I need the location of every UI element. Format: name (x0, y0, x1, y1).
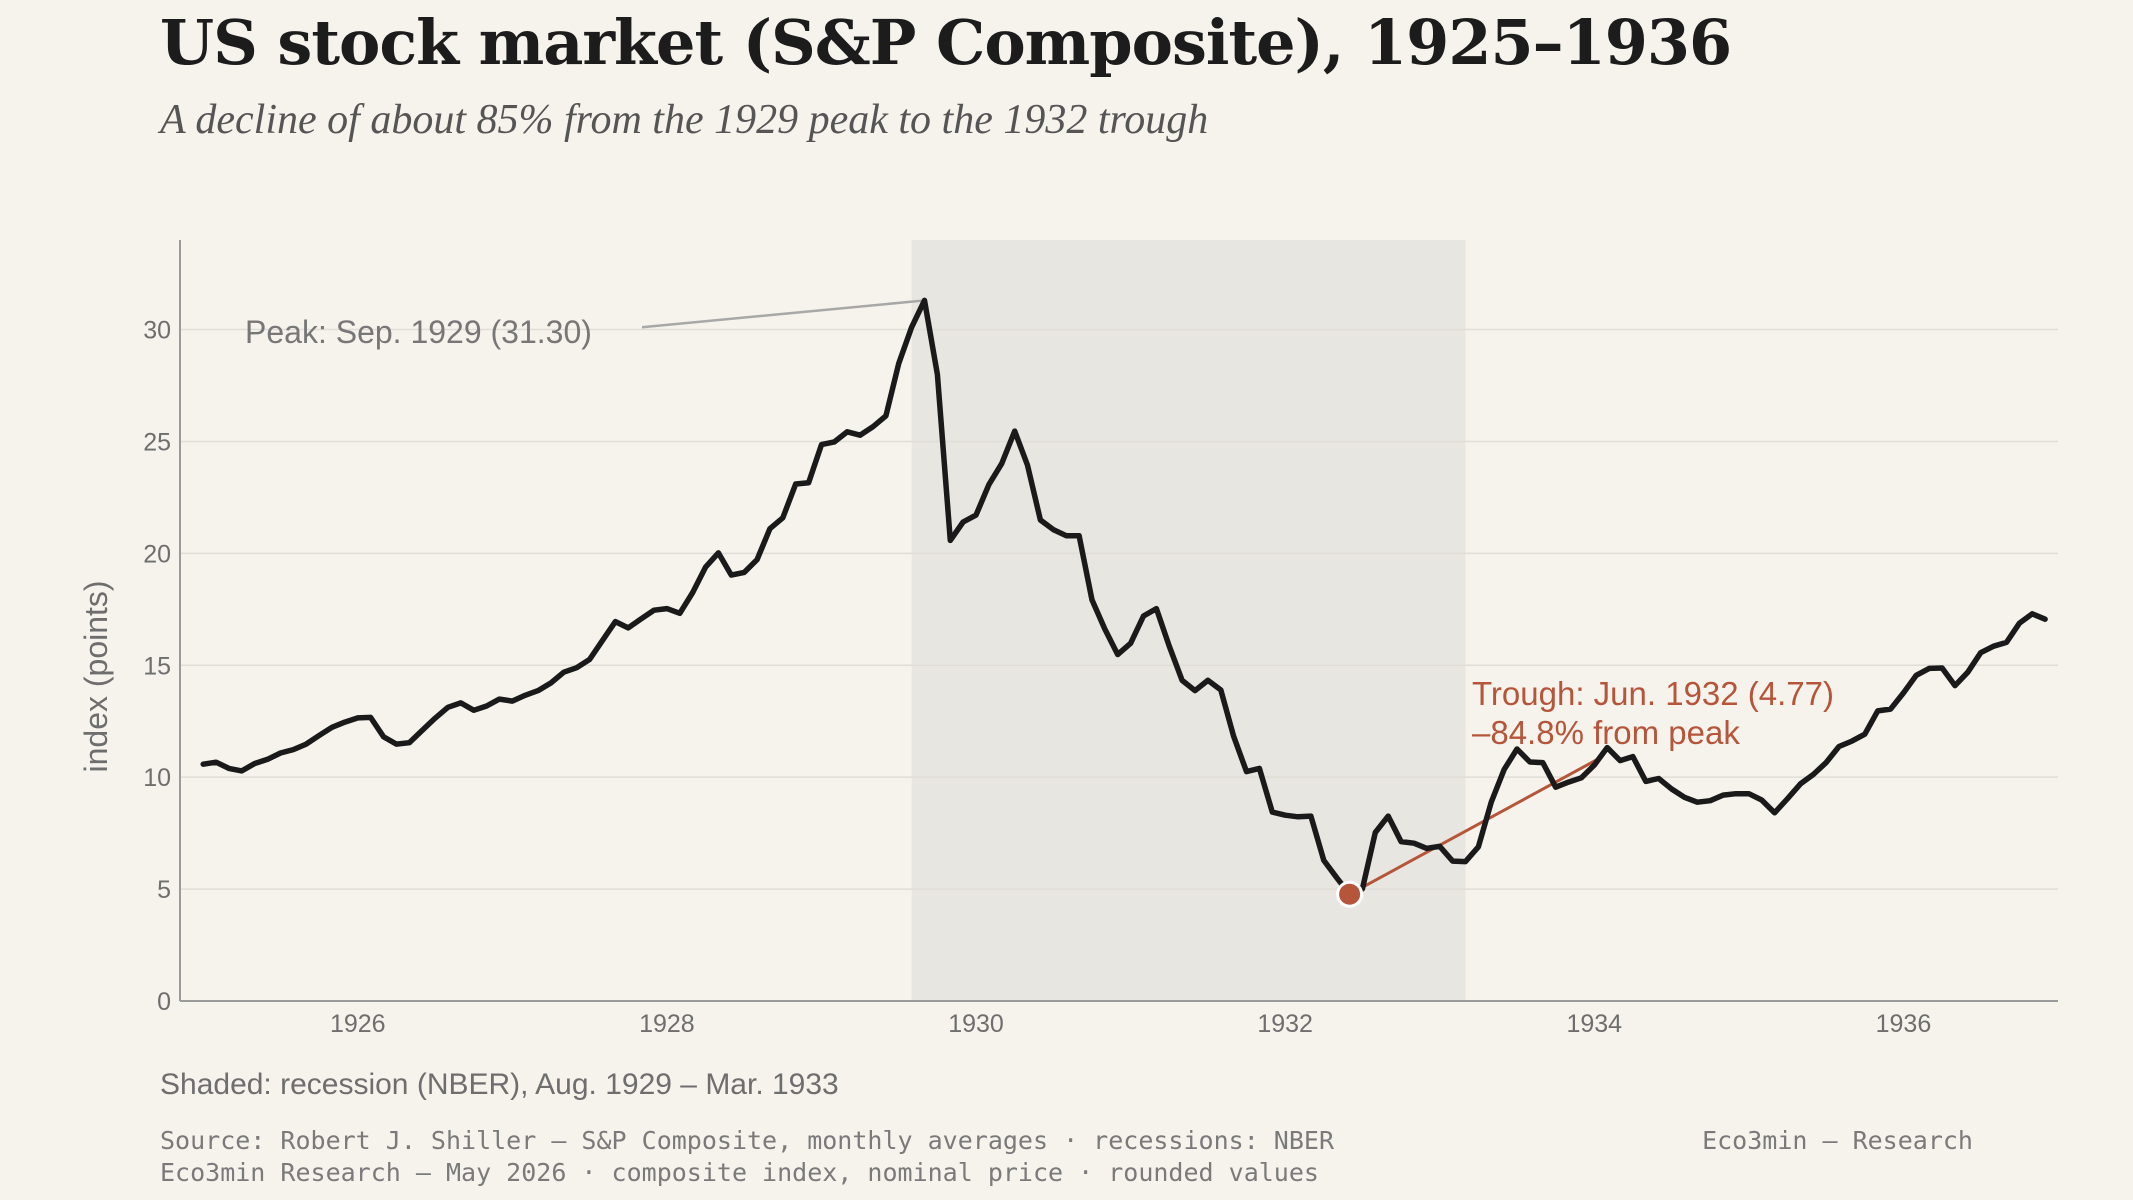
gridlines (180, 328, 2058, 890)
trough-annotation-line2: –84.8% from peak (1472, 714, 1740, 751)
x-tick-label: 1930 (948, 1010, 1004, 1038)
source-line-1: Source: Robert J. Shiller — S&P Composit… (160, 1126, 1334, 1155)
y-tick-label: 25 (143, 428, 171, 456)
brand-label: Eco3min — Research (1702, 1126, 1973, 1155)
y-tick-label: 10 (143, 764, 171, 792)
y-tick-label: 0 (157, 988, 171, 1016)
source-line-2: Eco3min Research — May 2026 · composite … (160, 1158, 1319, 1187)
y-tick-label: 30 (143, 317, 171, 345)
trough-annotation-line1: Trough: Jun. 1932 (4.77) (1472, 675, 1834, 712)
trough-marker (1336, 880, 1364, 908)
trough-leader-line (1348, 756, 1601, 896)
page-subtitle: A decline of about 85% from the 1929 pea… (160, 97, 1209, 143)
series-line-sp-composite (200, 297, 2048, 897)
y-tick-label: 15 (143, 652, 171, 680)
x-tick-labels: 1926 1928 1930 1932 1934 1936 (330, 1010, 1931, 1038)
y-axis-label: index (points) (78, 580, 114, 772)
page-title: US stock market (S&P Composite), 1925–19… (160, 6, 1732, 79)
y-tick-label: 20 (143, 540, 171, 568)
x-tick-label: 1936 (1876, 1010, 1932, 1038)
x-tick-label: 1932 (1257, 1010, 1313, 1038)
x-tick-label: 1926 (330, 1010, 386, 1038)
peak-annotation: Peak: Sep. 1929 (31.30) (245, 314, 592, 350)
x-tick-label: 1934 (1566, 1010, 1622, 1038)
x-tick-label: 1928 (639, 1010, 695, 1038)
recession-note: Shaded: recession (NBER), Aug. 1929 – Ma… (160, 1068, 839, 1101)
y-tick-label: 5 (157, 876, 171, 904)
y-tick-labels: 0 5 10 15 20 25 30 (143, 317, 171, 1016)
peak-leader-line (641, 299, 925, 329)
recession-shade (911, 240, 1466, 1001)
